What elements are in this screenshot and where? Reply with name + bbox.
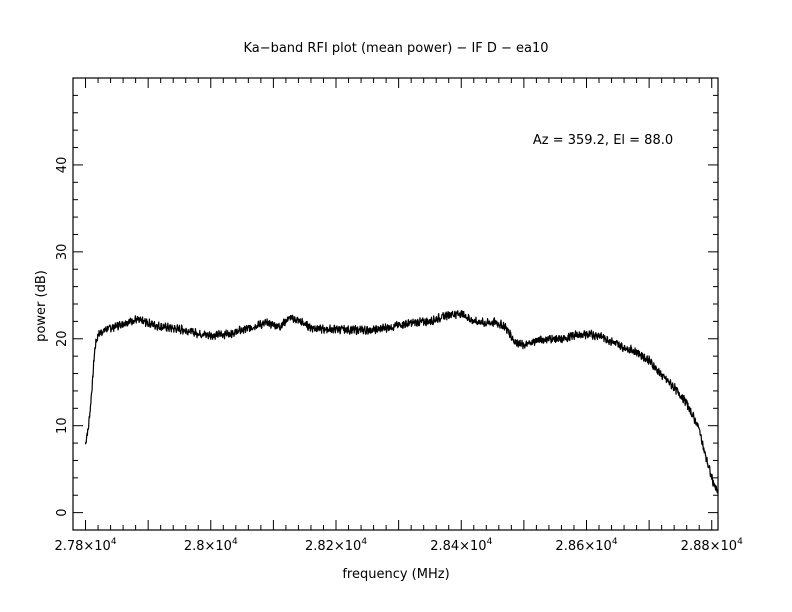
x-tick-label: 2.86×104 (555, 537, 617, 554)
y-tick-label: 30 (55, 244, 70, 261)
x-tick-label: 2.88×104 (681, 537, 743, 554)
x-tick-label: 2.84×104 (430, 537, 492, 554)
power-series-line (84, 310, 719, 494)
y-axis-label: power (dB) (34, 270, 49, 342)
series-layer (84, 310, 719, 494)
y-tick-label: 20 (55, 330, 70, 347)
chart-annotation: Az = 359.2, El = 88.0 (533, 133, 673, 148)
chart-title: Ka−band RFI plot (mean power) − IF D − e… (243, 41, 548, 56)
y-tick-label: 10 (55, 417, 70, 434)
x-axis-label: frequency (MHz) (342, 567, 449, 582)
x-tick-label: 2.82×104 (305, 537, 367, 554)
y-tick-label: 0 (55, 508, 70, 516)
x-tick-label: 2.8×104 (184, 537, 238, 554)
y-tick-label: 40 (55, 157, 70, 174)
x-tick-label: 2.78×104 (54, 537, 116, 554)
ticks-layer: 2.78×104 2.8×104 2.82×104 2.84×104 2.86×104 2… (54, 77, 743, 554)
